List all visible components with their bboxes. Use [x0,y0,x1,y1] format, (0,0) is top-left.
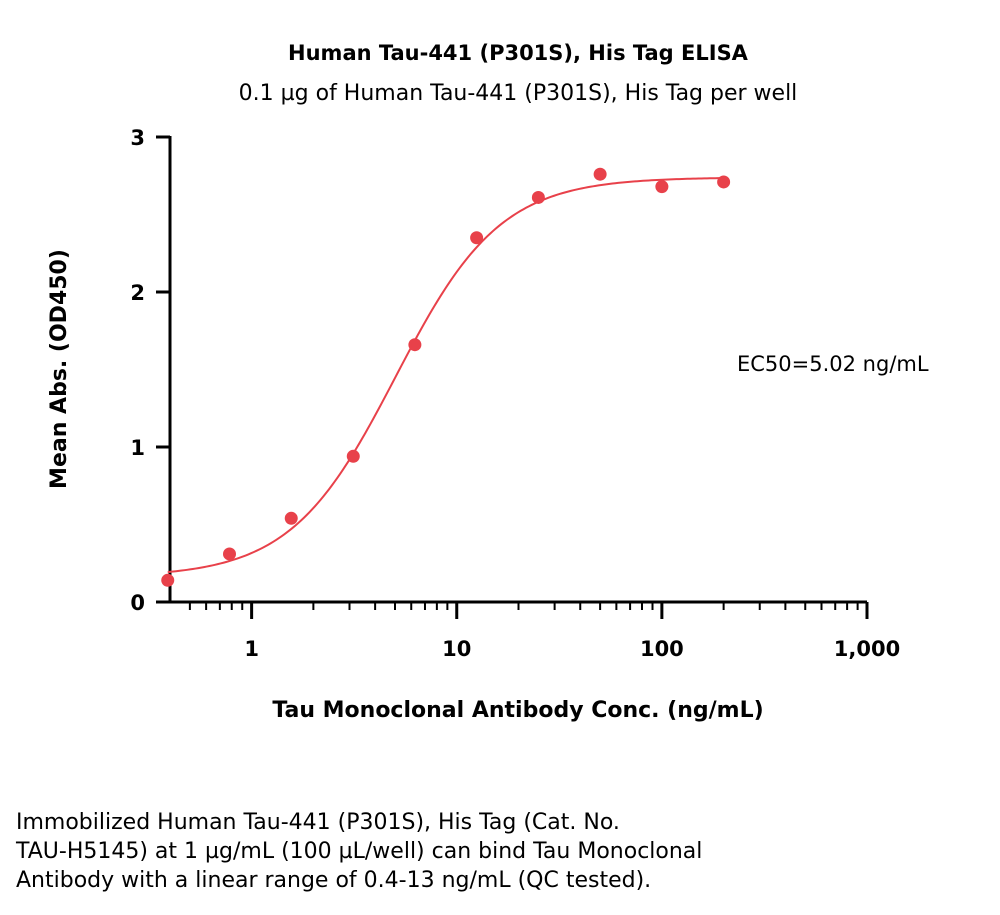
chart-title: Human Tau-441 (P301S), His Tag ELISA [288,41,749,65]
y-tick-label: 2 [130,281,145,305]
x-tick-label: 1,000 [834,637,900,661]
data-point [284,511,298,525]
y-ticks: 0 1 2 3 [130,126,170,615]
data-point [346,449,360,463]
x-tick-label: 1 [244,637,259,661]
x-tick-label: 100 [640,637,684,661]
fit-curve [167,177,724,574]
figure-caption: Immobilized Human Tau-441 (P301S), His T… [16,808,896,895]
data-point [717,175,731,189]
data-points [161,167,731,587]
fit-layer [167,177,724,574]
data-point [593,167,607,181]
chart-subtitle: 0.1 µg of Human Tau-441 (P301S), His Tag… [239,81,798,106]
data-point [408,338,422,352]
y-tick-label: 3 [130,126,145,150]
data-point [222,547,236,561]
y-tick-label: 0 [130,591,145,615]
caption-line: TAU-H5145) at 1 µg/mL (100 µL/well) can … [16,839,703,864]
data-point [161,573,175,587]
data-point [470,231,484,245]
y-tick-label: 1 [130,436,145,460]
x-tick-label: 10 [442,637,471,661]
caption-line: Immobilized Human Tau-441 (P301S), His T… [16,810,620,835]
x-ticks: 1 10 100 1,000 [188,602,900,661]
y-axis-title: Mean Abs. (OD450) [47,249,72,489]
caption-line: Antibody with a linear range of 0.4-13 n… [16,868,652,893]
data-point [531,190,545,204]
x-axis-title: Tau Monoclonal Antibody Conc. (ng/mL) [272,698,763,723]
data-point [655,180,669,194]
ec50-annotation: EC50=5.02 ng/mL [737,352,929,376]
